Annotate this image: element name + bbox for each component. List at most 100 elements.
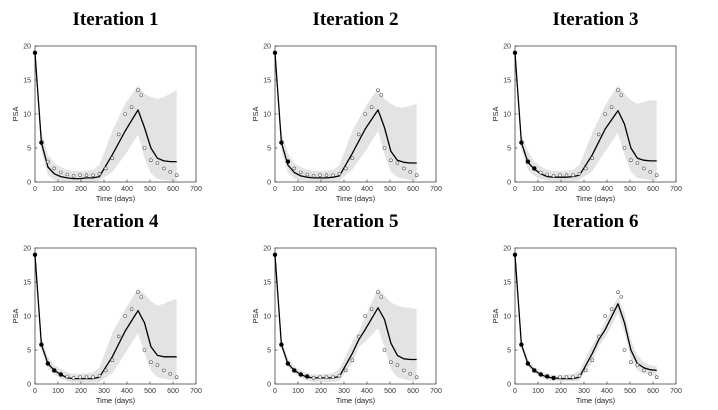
y-tick-label: 10 xyxy=(23,112,31,119)
observed-point-unfitted xyxy=(350,156,355,160)
observed-point-unfitted xyxy=(577,172,582,176)
x-tick-label: 400 xyxy=(121,388,133,395)
observed-point-unfitted xyxy=(149,360,153,365)
x-tick-label: 700 xyxy=(670,186,682,193)
y-axis-label: PSA xyxy=(251,308,260,323)
x-tick-label: 100 xyxy=(292,186,304,193)
observed-point-unfitted xyxy=(91,173,95,177)
observed-point-unfitted xyxy=(311,174,316,178)
observed-point-unfitted xyxy=(65,374,69,379)
x-tick-label: 500 xyxy=(384,388,396,395)
observed-point-unfitted xyxy=(97,172,102,176)
observed-point-unfitted xyxy=(401,368,406,373)
observed-point-unfitted xyxy=(401,166,406,171)
x-tick-label: 200 xyxy=(75,388,87,395)
observed-point-fitted xyxy=(525,159,531,164)
observed-point-unfitted xyxy=(168,170,172,174)
observed-point-unfitted xyxy=(538,170,543,175)
x-tick-label: 600 xyxy=(647,186,659,193)
x-tick-label: 500 xyxy=(384,186,396,193)
observed-point-unfitted xyxy=(142,348,147,352)
observed-point-unfitted xyxy=(324,375,329,380)
y-tick-label: 0 xyxy=(27,382,31,389)
observed-point-fitted xyxy=(52,368,57,373)
panel-title: Iteration 2 xyxy=(312,9,398,30)
observed-point-unfitted xyxy=(71,174,76,178)
x-tick-label: 400 xyxy=(601,186,613,193)
x-tick-label: 200 xyxy=(555,186,567,193)
observed-point-fitted xyxy=(519,140,524,145)
observed-point-fitted xyxy=(292,368,297,373)
y-axis-label: PSA xyxy=(251,106,260,121)
x-tick-label: 400 xyxy=(601,388,613,395)
observed-point-unfitted xyxy=(65,172,69,177)
y-tick-label: 5 xyxy=(507,348,511,355)
observed-point-unfitted xyxy=(78,375,82,380)
panel-title: Iteration 1 xyxy=(72,9,158,30)
x-tick-label: 0 xyxy=(273,388,277,395)
observed-point-unfitted xyxy=(58,170,63,175)
observed-point-unfitted xyxy=(616,88,620,92)
axes-box xyxy=(514,247,677,385)
observed-point-unfitted xyxy=(136,88,140,92)
observed-point-unfitted xyxy=(635,363,640,367)
observed-point-fitted xyxy=(532,368,537,373)
x-tick-label: 300 xyxy=(98,388,110,395)
x-tick-label: 100 xyxy=(52,186,64,193)
observed-point-fitted xyxy=(538,372,543,377)
y-tick-label: 20 xyxy=(23,44,31,51)
y-tick-label: 10 xyxy=(263,314,271,321)
observed-point-unfitted xyxy=(331,375,335,380)
observed-point-unfitted xyxy=(414,173,419,177)
observed-point-unfitted xyxy=(123,112,127,116)
observed-point-unfitted xyxy=(629,360,633,365)
observed-point-unfitted xyxy=(318,173,322,177)
y-tick-label: 10 xyxy=(503,314,511,321)
observed-point-unfitted xyxy=(583,368,588,373)
observed-point-unfitted xyxy=(305,172,310,177)
x-tick-label: 700 xyxy=(190,388,202,395)
observed-point-fitted xyxy=(519,342,524,347)
observed-point-unfitted xyxy=(596,132,601,137)
observed-point-unfitted xyxy=(324,173,329,177)
x-tick-label: 0 xyxy=(33,388,37,395)
panel-title: Iteration 4 xyxy=(72,211,159,232)
observed-point-fitted xyxy=(279,140,284,145)
observed-point-unfitted xyxy=(641,368,646,373)
x-axis-label: Time (days) xyxy=(336,396,376,405)
y-tick-label: 0 xyxy=(507,180,511,187)
x-tick-label: 200 xyxy=(315,388,327,395)
observed-point-unfitted xyxy=(622,348,627,352)
observed-point-unfitted xyxy=(84,173,89,177)
x-tick-label: 400 xyxy=(361,186,373,193)
observed-point-unfitted xyxy=(379,295,384,299)
observed-point-fitted xyxy=(285,361,291,366)
panel-title: Iteration 5 xyxy=(312,211,398,232)
observed-point-fitted xyxy=(512,50,518,55)
observed-point-unfitted xyxy=(635,161,640,165)
observed-point-unfitted xyxy=(564,173,569,177)
observed-point-fitted xyxy=(272,50,278,55)
y-tick-label: 0 xyxy=(27,180,31,187)
observed-point-unfitted xyxy=(318,375,322,380)
x-tick-label: 500 xyxy=(624,388,636,395)
panel-6: Iteration 6 0 100 200 300 400 500 600 700 0 5 10 15 2… xyxy=(491,211,682,405)
observed-point-unfitted xyxy=(382,146,387,150)
observed-point-unfitted xyxy=(571,173,575,177)
observed-point-unfitted xyxy=(590,358,595,363)
panel-5: Iteration 5 0 100 200 300 400 500 600 700 0 5 10 15 2… xyxy=(251,211,442,405)
observed-point-unfitted xyxy=(84,375,89,380)
confidence-band xyxy=(35,254,177,383)
observed-point-unfitted xyxy=(583,166,588,171)
observed-point-unfitted xyxy=(616,290,620,295)
confidence-band xyxy=(275,254,417,382)
confidence-band xyxy=(275,52,417,182)
x-axis-label: Time (days) xyxy=(576,194,616,203)
observed-point-unfitted xyxy=(408,371,413,376)
observed-point-unfitted xyxy=(343,166,348,171)
observed-point-unfitted xyxy=(654,173,659,177)
y-tick-label: 10 xyxy=(23,314,31,321)
observed-point-fitted xyxy=(298,372,303,377)
y-tick-label: 20 xyxy=(263,246,271,253)
y-tick-label: 20 xyxy=(263,44,271,51)
